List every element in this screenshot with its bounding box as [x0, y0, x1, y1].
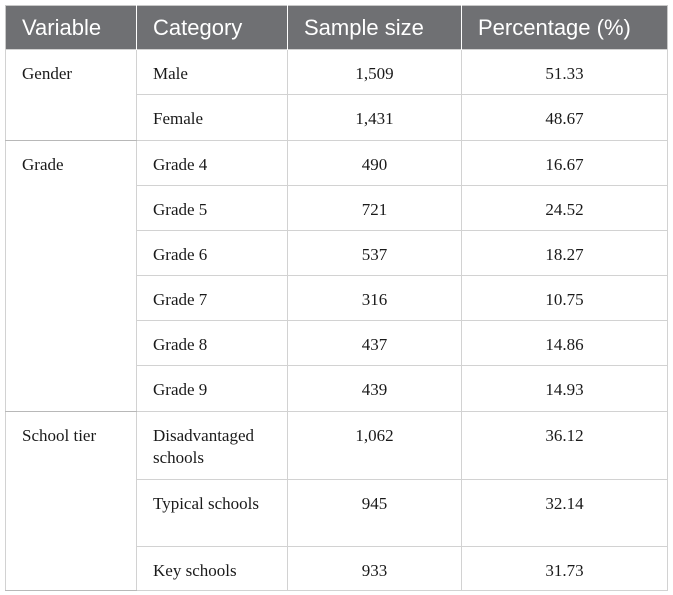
table-row: Key schools 933 31.73 [6, 546, 668, 591]
category-cell: Female [136, 94, 288, 141]
percentage-cell: 24.52 [461, 185, 668, 231]
percentage-cell: 31.73 [461, 546, 668, 591]
variable-cell: School tier [5, 411, 137, 591]
category-cell: Disadvantaged schools [136, 411, 288, 480]
percentage-cell: 32.14 [461, 479, 668, 547]
table-row: Female 1,431 48.67 [6, 94, 668, 141]
header-variable: Variable [5, 5, 137, 50]
percentage-cell: 36.12 [461, 411, 668, 480]
table-row: School tier Disadvantaged schools 1,062 … [5, 411, 668, 591]
percentage-cell: 14.86 [461, 320, 668, 366]
category-cell: Grade 8 [136, 320, 288, 366]
table-row: Typical schools 945 32.14 [6, 479, 668, 547]
header-row: Variable Category Sample size Percentage… [5, 5, 668, 50]
header-percentage: Percentage (%) [461, 5, 668, 50]
header-sample-size: Sample size [287, 5, 462, 50]
sample-size-cell: 721 [287, 185, 462, 231]
percentage-cell: 16.67 [461, 140, 668, 186]
sample-size-cell: 439 [287, 365, 462, 412]
table-row: Grade 5 721 24.52 [6, 185, 668, 231]
sample-size-cell: 490 [287, 140, 462, 186]
sample-size-cell: 945 [287, 479, 462, 547]
sample-size-cell: 1,431 [287, 94, 462, 141]
header-category: Category [136, 5, 288, 50]
percentage-cell: 48.67 [461, 94, 668, 141]
category-cell: Male [136, 49, 288, 95]
percentage-cell: 18.27 [461, 230, 668, 276]
table-row: Grade 7 316 10.75 [6, 275, 668, 321]
demographics-table: Variable Category Sample size Percentage… [5, 5, 668, 591]
variable-cell: Gender [5, 49, 137, 141]
category-cell: Grade 9 [136, 365, 288, 412]
category-cell: Typical schools [136, 479, 288, 547]
table-row: Gender Male 1,509 51.33 [5, 49, 668, 141]
percentage-cell: 14.93 [461, 365, 668, 412]
sample-size-cell: 316 [287, 275, 462, 321]
variable-cell: Grade [5, 140, 137, 412]
category-cell: Grade 5 [136, 185, 288, 231]
category-cell: Grade 6 [136, 230, 288, 276]
category-cell: Grade 4 [136, 140, 288, 186]
table-row: Grade Grade 4 490 16.67 [5, 140, 668, 412]
sample-size-cell: 933 [287, 546, 462, 591]
table-row: Grade 6 537 18.27 [6, 230, 668, 276]
percentage-cell: 51.33 [461, 49, 668, 95]
category-cell: Key schools [136, 546, 288, 591]
sample-size-cell: 1,062 [287, 411, 462, 480]
table-row: Grade 8 437 14.86 [6, 320, 668, 366]
sample-size-cell: 537 [287, 230, 462, 276]
sample-size-cell: 437 [287, 320, 462, 366]
table-row: Grade 9 439 14.93 [6, 365, 668, 412]
sample-size-cell: 1,509 [287, 49, 462, 95]
percentage-cell: 10.75 [461, 275, 668, 321]
category-cell: Grade 7 [136, 275, 288, 321]
